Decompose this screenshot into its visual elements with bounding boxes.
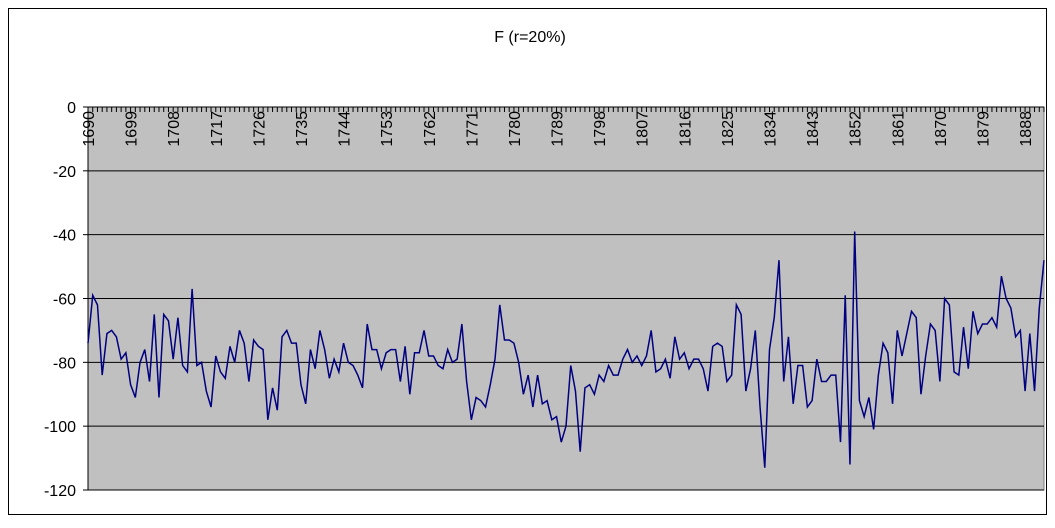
x-tick-label: 1807 bbox=[635, 111, 652, 147]
x-tick-label: 1879 bbox=[975, 111, 992, 147]
x-tick-label: 1888 bbox=[1018, 111, 1035, 147]
x-tick-label: 1771 bbox=[464, 111, 481, 147]
x-tick-label: 1717 bbox=[209, 111, 226, 147]
x-tick-label: 1735 bbox=[294, 111, 311, 147]
y-tick-label: -20 bbox=[53, 164, 76, 181]
x-tick-label: 1780 bbox=[507, 111, 524, 147]
x-tick-label: 1852 bbox=[848, 111, 865, 147]
x-tick-label: 1744 bbox=[337, 111, 354, 147]
y-tick-label: -80 bbox=[53, 355, 76, 372]
x-tick-label: 1816 bbox=[677, 111, 694, 147]
y-tick-label: -60 bbox=[53, 292, 76, 309]
x-tick-label: 1870 bbox=[933, 111, 950, 147]
y-tick-label: -100 bbox=[44, 419, 76, 436]
x-tick-label: 1762 bbox=[422, 111, 439, 147]
y-tick-label: -40 bbox=[53, 228, 76, 245]
x-tick-label: 1690 bbox=[81, 111, 98, 147]
x-tick-label: 1789 bbox=[550, 111, 567, 147]
x-tick-label: 1708 bbox=[166, 111, 183, 147]
series-line bbox=[87, 231, 1045, 468]
x-tick-label: 1726 bbox=[251, 111, 268, 147]
x-tick-label: 1753 bbox=[379, 111, 396, 147]
y-tick-label: 0 bbox=[67, 100, 76, 117]
x-tick-label: 1798 bbox=[592, 111, 609, 147]
x-tick-label: 1699 bbox=[124, 111, 141, 147]
x-tick-label: 1861 bbox=[890, 111, 907, 147]
x-tick-label: 1825 bbox=[720, 111, 737, 147]
x-tick-label: 1843 bbox=[805, 111, 822, 147]
x-tick-label: 1834 bbox=[763, 111, 780, 147]
y-tick-label: -120 bbox=[44, 483, 76, 500]
chart-title: F (r=20%) bbox=[494, 29, 566, 46]
category-ticks bbox=[87, 107, 1045, 112]
